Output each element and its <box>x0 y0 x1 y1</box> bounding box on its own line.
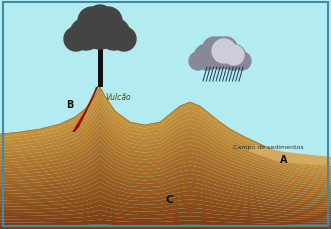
Polygon shape <box>0 215 331 225</box>
Polygon shape <box>0 121 331 183</box>
Polygon shape <box>0 135 331 189</box>
Circle shape <box>70 19 102 51</box>
Circle shape <box>204 38 236 70</box>
Circle shape <box>189 53 207 71</box>
Circle shape <box>220 45 246 71</box>
Polygon shape <box>0 130 331 187</box>
Circle shape <box>203 38 225 60</box>
Polygon shape <box>0 201 331 218</box>
Circle shape <box>78 8 106 36</box>
Circle shape <box>64 28 88 52</box>
Polygon shape <box>0 102 331 175</box>
Text: A: A <box>280 154 288 164</box>
Polygon shape <box>0 168 331 204</box>
Polygon shape <box>0 88 331 168</box>
Circle shape <box>215 38 237 60</box>
Polygon shape <box>0 163 331 202</box>
Circle shape <box>194 45 220 71</box>
Polygon shape <box>0 139 331 191</box>
Polygon shape <box>0 191 331 214</box>
Polygon shape <box>0 111 331 179</box>
Circle shape <box>98 19 130 51</box>
Polygon shape <box>0 92 331 170</box>
Polygon shape <box>0 205 331 221</box>
Polygon shape <box>0 182 331 210</box>
Polygon shape <box>0 187 331 212</box>
Circle shape <box>88 6 112 30</box>
Polygon shape <box>0 224 331 229</box>
Polygon shape <box>0 220 331 227</box>
Text: C: C <box>166 194 174 204</box>
Text: Vulcão: Vulcão <box>105 93 131 101</box>
Polygon shape <box>98 20 103 88</box>
Circle shape <box>233 53 251 71</box>
Polygon shape <box>0 125 331 185</box>
Circle shape <box>212 40 236 64</box>
Polygon shape <box>0 177 331 208</box>
Polygon shape <box>0 144 331 194</box>
Polygon shape <box>0 116 331 181</box>
Circle shape <box>80 10 120 50</box>
Polygon shape <box>0 106 331 177</box>
Polygon shape <box>248 145 331 166</box>
Circle shape <box>94 8 122 36</box>
Polygon shape <box>0 196 331 216</box>
Polygon shape <box>0 154 331 198</box>
Polygon shape <box>0 149 331 196</box>
Text: Campo de sedimentos: Campo de sedimentos <box>233 144 303 149</box>
Polygon shape <box>72 87 99 132</box>
Polygon shape <box>0 97 331 172</box>
Polygon shape <box>0 158 331 200</box>
Circle shape <box>224 46 244 66</box>
Polygon shape <box>0 172 331 206</box>
Text: B: B <box>66 100 74 109</box>
Circle shape <box>112 28 136 52</box>
Polygon shape <box>0 210 331 223</box>
